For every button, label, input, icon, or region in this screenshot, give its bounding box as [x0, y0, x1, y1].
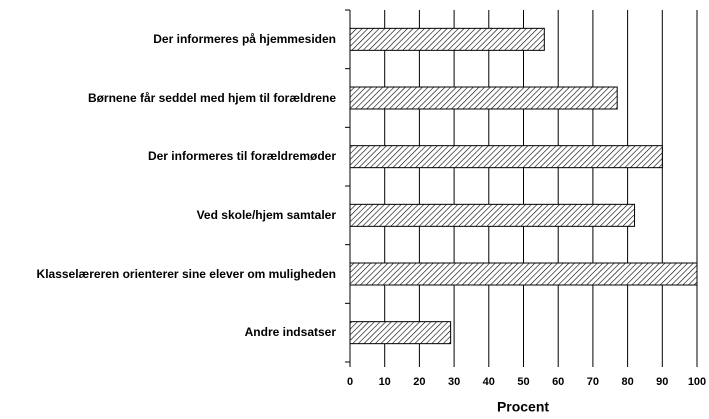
x-tick-label: 0 — [347, 376, 353, 388]
x-tick-label: 30 — [448, 376, 460, 388]
bar — [349, 321, 452, 345]
y-tick-label: Der informeres til forældremøder — [147, 149, 336, 164]
x-tick-label: 100 — [688, 376, 706, 388]
x-tick-label: 40 — [483, 376, 495, 388]
y-tick-label: Ved skole/hjem samtaler — [196, 207, 336, 222]
x-tick-label: 80 — [621, 376, 633, 388]
bar — [349, 145, 663, 169]
x-tick-label: 50 — [517, 376, 529, 388]
x-axis-title: Procent — [497, 399, 549, 415]
x-tick-label: 70 — [587, 376, 599, 388]
x-tick-label: 90 — [656, 376, 668, 388]
bar — [349, 27, 545, 51]
y-tick-label: Børnene får seddel med hjem til forældre… — [87, 90, 336, 105]
bar — [349, 86, 618, 110]
bar — [349, 262, 698, 286]
bar — [349, 203, 636, 227]
y-tick-label: Klasselæreren orienterer sine elever om … — [36, 266, 336, 281]
y-tick-label: Andre indsatser — [244, 325, 336, 340]
x-tick-label: 60 — [552, 376, 564, 388]
y-tick-label: Der informeres på hjemmesiden — [153, 31, 336, 46]
x-tick-label: 20 — [413, 376, 425, 388]
x-tick-label: 10 — [379, 376, 391, 388]
